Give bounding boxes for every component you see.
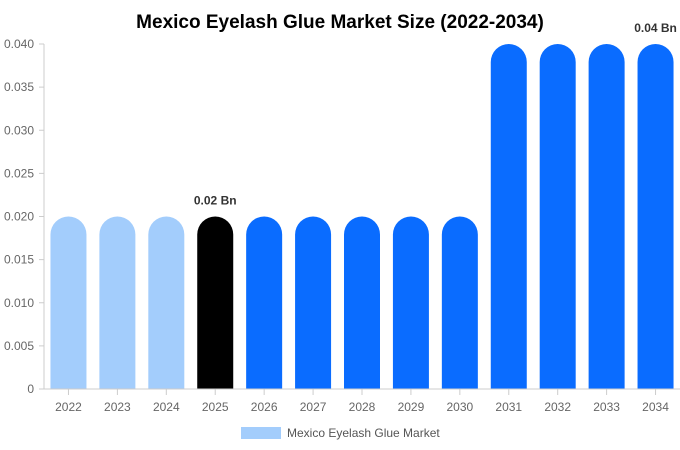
y-tick-label: 0.020 [4,210,34,224]
legend-label: Mexico Eyelash Glue Market [287,426,440,440]
x-tick-label: 2034 [642,400,669,414]
bar-2034[interactable] [637,44,674,389]
bar-2026[interactable] [246,216,283,390]
bar-2029[interactable] [392,216,429,390]
x-axis: 2022 2023 2024 2025 2026 2027 2028 2029 2030 2031… [44,388,680,414]
x-tick-label: 2032 [544,400,571,414]
bar-2023[interactable] [99,216,136,390]
bar-2030[interactable] [441,216,478,390]
y-tick-label: 0 [27,382,34,396]
bar-2032[interactable] [539,44,576,389]
bar-2027[interactable] [295,216,332,390]
data-label-2025: 0.02 Bn [194,194,237,208]
legend-swatch [241,427,281,439]
y-axis: 0 0.005 0.010 0.015 0.020 0.025 0.030 0.035 0.04… [4,37,45,396]
data-label-2034: 0.04 Bn [634,21,677,35]
x-tick-label: 2023 [104,400,131,414]
bar-2024[interactable] [148,216,185,390]
data-labels: 0.02 Bn 0.04 Bn [194,21,677,208]
x-tick-label: 2030 [446,400,473,414]
y-tick-label: 0.005 [4,339,34,353]
x-tick-label: 2024 [153,400,180,414]
bar-2031[interactable] [490,44,527,389]
bar-2025[interactable] [197,216,234,390]
y-tick-label: 0.010 [4,296,34,310]
y-tick-label: 0.025 [4,166,34,180]
y-tick-label: 0.040 [4,37,34,51]
bar-2022[interactable] [50,216,87,390]
legend[interactable]: Mexico Eyelash Glue Market [241,426,440,440]
y-tick-label: 0.030 [4,123,34,137]
bar-2028[interactable] [344,216,380,390]
y-tick-label: 0.035 [4,80,34,94]
bars [50,44,674,390]
x-tick-label: 2029 [398,400,425,414]
y-tick-label: 0.015 [4,253,34,267]
chart-title: Mexico Eyelash Glue Market Size (2022-20… [136,12,544,33]
bar-2033[interactable] [588,44,625,389]
x-tick-label: 2025 [202,400,229,414]
x-tick-label: 2027 [300,400,327,414]
x-tick-label: 2022 [55,400,82,414]
x-tick-label: 2026 [251,400,278,414]
x-tick-label: 2028 [349,400,376,414]
x-tick-label: 2031 [495,400,522,414]
x-tick-label: 2033 [593,400,620,414]
